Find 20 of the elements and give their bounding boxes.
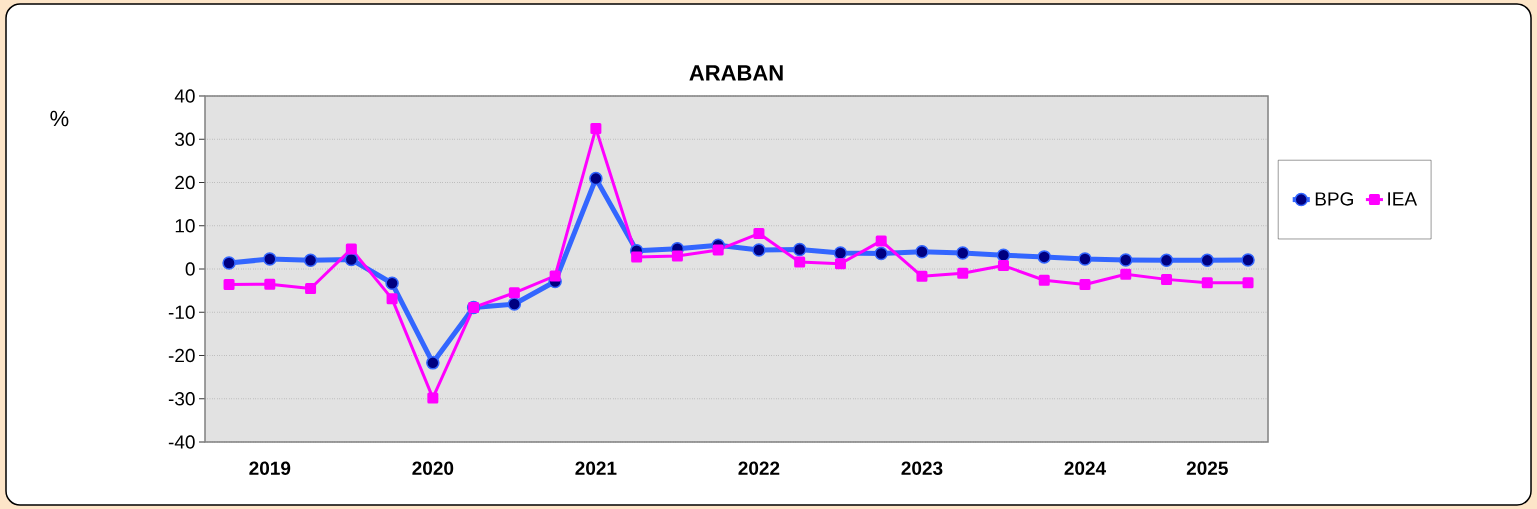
x-tick-label: 2020 bbox=[412, 461, 454, 475]
legend-label: BPG bbox=[1315, 192, 1353, 206]
y-tick-label: 0 bbox=[185, 262, 195, 276]
x-tick-label: 2023 bbox=[901, 461, 943, 476]
y-tick-label: -40 bbox=[168, 435, 195, 449]
y-tick-label: -20 bbox=[168, 348, 195, 363]
y-tick-label: -10 bbox=[168, 305, 195, 319]
y-tick-label: 40 bbox=[174, 89, 195, 103]
y-tick-label: 20 bbox=[175, 175, 195, 190]
chart-title: ARABAN bbox=[689, 65, 783, 81]
y-tick-label: 30 bbox=[175, 132, 195, 146]
x-tick-label: 2022 bbox=[738, 461, 780, 475]
legend-label: IEA bbox=[1388, 192, 1418, 206]
x-tick-label: 2019 bbox=[249, 461, 291, 475]
x-tick-label: 2024 bbox=[1064, 461, 1107, 475]
y-axis-title: % bbox=[50, 110, 69, 127]
y-tick-label: -30 bbox=[168, 392, 195, 406]
y-tick-label: 10 bbox=[175, 219, 195, 233]
x-tick-label: 2021 bbox=[575, 461, 617, 475]
x-tick-label: 2025 bbox=[1186, 461, 1228, 475]
